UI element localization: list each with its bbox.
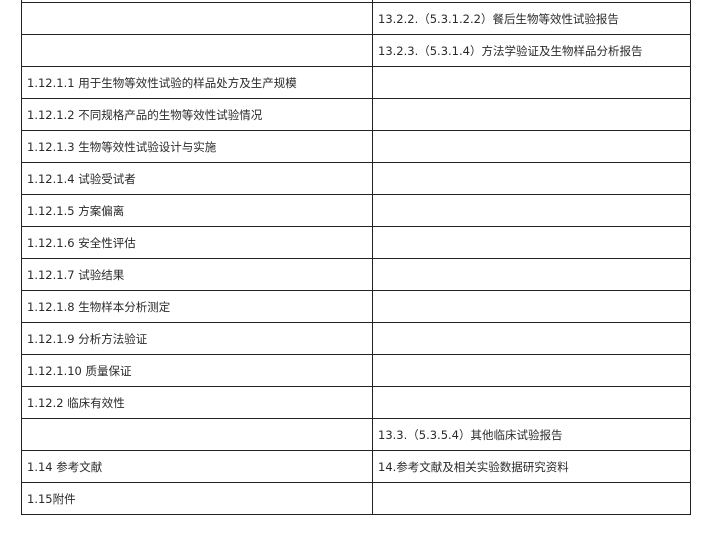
table-row: 1.12.1.6 安全性评估	[21, 226, 691, 259]
right-cell	[372, 322, 691, 355]
left-cell: 1.12.1.5 方案偏离	[21, 194, 373, 227]
left-cell: 1.12.1.1 用于生物等效性试验的样品处方及生产规模	[21, 66, 373, 99]
right-cell	[372, 162, 691, 195]
right-cell	[372, 226, 691, 259]
table-row: 1.12.1.5 方案偏离	[21, 194, 691, 227]
left-cell: 1.12.1.6 安全性评估	[21, 226, 373, 259]
left-cell: 1.15附件	[21, 482, 373, 515]
right-cell	[372, 258, 691, 291]
left-cell	[21, 34, 373, 67]
table-row: 1.14 参考文献 14.参考文献及相关实验数据研究资料	[21, 450, 691, 483]
table-row: 1.12.1.2 不同规格产品的生物等效性试验情况	[21, 98, 691, 131]
table-row: 1.12.2 临床有效性	[21, 386, 691, 419]
table-row: 1.12.1.8 生物样本分析测定	[21, 290, 691, 323]
right-cell: 13.2.2.（5.3.1.2.2）餐后生物等效性试验报告	[372, 2, 691, 35]
table-row: 13.2.3.（5.3.1.4）方法学验证及生物样品分析报告	[21, 34, 691, 67]
table-row: 1.15附件	[21, 482, 691, 515]
right-cell	[372, 386, 691, 419]
left-cell: 1.12.1.2 不同规格产品的生物等效性试验情况	[21, 98, 373, 131]
left-cell: 1.12.1.9 分析方法验证	[21, 322, 373, 355]
comparison-table: 13.2.2.（5.3.1.2.2）餐后生物等效性试验报告 13.2.3.（5.3…	[21, 0, 691, 515]
left-cell: 1.12.1.10 质量保证	[21, 354, 373, 387]
table-row: 1.12.1.9 分析方法验证	[21, 322, 691, 355]
table-row: 1.12.1.1 用于生物等效性试验的样品处方及生产规模	[21, 66, 691, 99]
table-body: 13.2.2.（5.3.1.2.2）餐后生物等效性试验报告 13.2.3.（5.3…	[21, 0, 691, 515]
right-cell	[372, 98, 691, 131]
table-row: 13.3.（5.3.5.4）其他临床试验报告	[21, 418, 691, 451]
left-cell	[21, 418, 373, 451]
right-cell	[372, 194, 691, 227]
table-row: 1.12.1.7 试验结果	[21, 258, 691, 291]
table-row: 1.12.1.10 质量保证	[21, 354, 691, 387]
left-cell	[21, 2, 373, 35]
left-cell: 1.12.1.3 生物等效性试验设计与实施	[21, 130, 373, 163]
left-cell: 1.12.1.8 生物样本分析测定	[21, 290, 373, 323]
right-cell	[372, 66, 691, 99]
right-cell: 14.参考文献及相关实验数据研究资料	[372, 450, 691, 483]
left-cell: 1.12.1.4 试验受试者	[21, 162, 373, 195]
left-cell: 1.14 参考文献	[21, 450, 373, 483]
table-row: 1.12.1.4 试验受试者	[21, 162, 691, 195]
right-cell: 13.3.（5.3.5.4）其他临床试验报告	[372, 418, 691, 451]
left-cell: 1.12.2 临床有效性	[21, 386, 373, 419]
table-row: 13.2.2.（5.3.1.2.2）餐后生物等效性试验报告	[21, 2, 691, 35]
left-cell: 1.12.1.7 试验结果	[21, 258, 373, 291]
right-cell	[372, 130, 691, 163]
right-cell	[372, 290, 691, 323]
table-row: 1.12.1.3 生物等效性试验设计与实施	[21, 130, 691, 163]
right-cell	[372, 482, 691, 515]
right-cell: 13.2.3.（5.3.1.4）方法学验证及生物样品分析报告	[372, 34, 691, 67]
right-cell	[372, 354, 691, 387]
